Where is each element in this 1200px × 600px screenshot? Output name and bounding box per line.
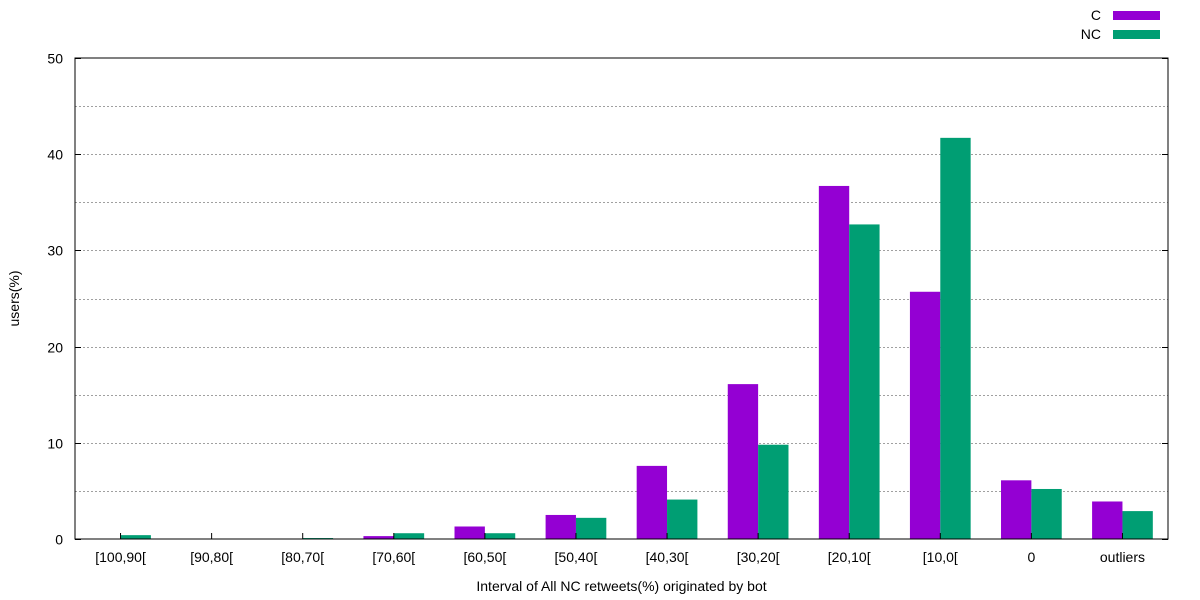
y-tick-label: 40 [47,147,63,163]
y-axis-ticks: 0 10 20 30 40 50 [47,51,1168,548]
x-tick-label: [40,30[ [646,549,689,565]
x-tick-label: [50,40[ [555,549,598,565]
bar-c-6 [636,465,668,539]
y-axis-label: users(%) [6,270,22,326]
bar-c-3 [363,536,394,539]
y-tick-label: 10 [47,436,63,452]
bar-nc-4 [484,533,516,539]
bar-c-4 [454,526,485,539]
bar-c-5 [545,514,576,539]
bar-nc-6 [667,499,698,539]
bars [120,137,1153,540]
y-tick-label: 20 [47,340,63,356]
legend-swatch-c [1113,11,1160,20]
y-tick-label: 30 [47,243,63,259]
bar-c-10 [1001,480,1032,539]
bar-nc-5 [575,517,607,539]
x-tick-label: [70,60[ [372,549,415,565]
x-tick-label: 0 [1027,549,1035,565]
legend-label-nc: NC [1081,26,1101,42]
bar-nc-0 [120,535,151,539]
bar-nc-11 [1122,511,1153,539]
bar-nc-10 [1031,488,1062,539]
y-tick-label: 0 [55,532,63,548]
x-tick-label: [20,10[ [828,549,871,565]
legend: C NC [1081,7,1160,42]
x-tick-label: [10,0[ [923,549,958,565]
x-tick-label: [80,70[ [281,549,324,565]
bar-nc-7 [758,444,789,539]
bar-c-9 [909,291,941,539]
x-tick-label: [30,20[ [737,549,780,565]
grid-lines [75,106,1168,492]
x-axis-label: Interval of All NC retweets(%) originate… [476,578,766,594]
bar-c-7 [727,384,759,539]
bar-nc-8 [849,224,880,539]
plot-frame [74,57,1169,540]
legend-label-c: C [1091,7,1101,23]
x-axis-ticks: [100,90[ [90,80[ [80,70[ [70,60[ [60,50[ [50,… [95,533,1145,565]
x-tick-label: [90,80[ [190,549,233,565]
bar-c-8 [818,185,850,540]
x-tick-label: [60,50[ [463,549,506,565]
legend-swatch-nc [1113,30,1160,39]
y-tick-label: 50 [47,51,63,67]
bar-nc-9 [940,137,971,539]
x-tick-label: [100,90[ [95,549,146,565]
x-tick-label: outliers [1100,549,1145,565]
bar-nc-3 [393,533,425,539]
bar-c-11 [1092,501,1123,539]
